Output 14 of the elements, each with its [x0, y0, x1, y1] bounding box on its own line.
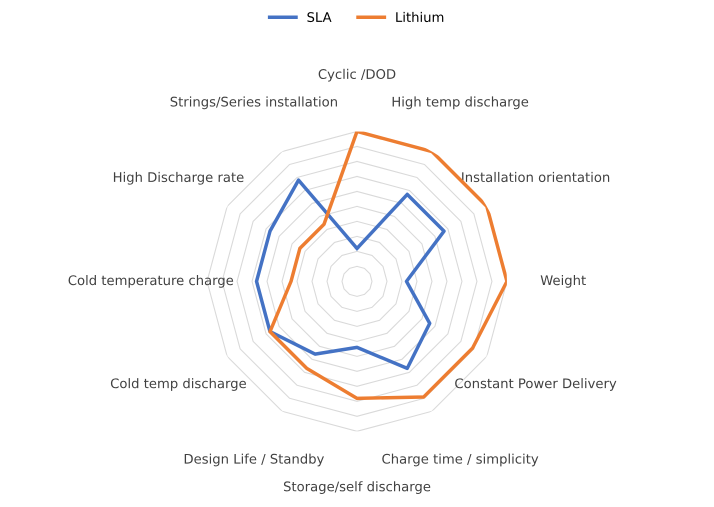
spoke-label: High Discharge rate: [114, 172, 244, 185]
legend-label: SLA: [307, 12, 332, 22]
spoke-label: Strings/Series installation: [170, 96, 337, 110]
spoke-label: Constant Power Delivery: [455, 378, 616, 391]
spoke-label: Cyclic /DOD: [318, 68, 396, 82]
spoke-label: Cold temp discharge: [110, 378, 246, 391]
spoke-label: Installation orientation: [462, 172, 610, 182]
spoke-label: Weight: [540, 275, 586, 288]
legend-label: Lithium: [396, 12, 444, 22]
spoke-label: High temp discharge: [392, 96, 528, 110]
spoke-label: Design Life / Standby: [184, 454, 324, 466]
spoke-label: Charge time / simplicity: [382, 454, 538, 466]
spoke-label: Cold temperature charge: [68, 275, 234, 288]
spoke-label: Storage/self discharge: [284, 481, 430, 494]
